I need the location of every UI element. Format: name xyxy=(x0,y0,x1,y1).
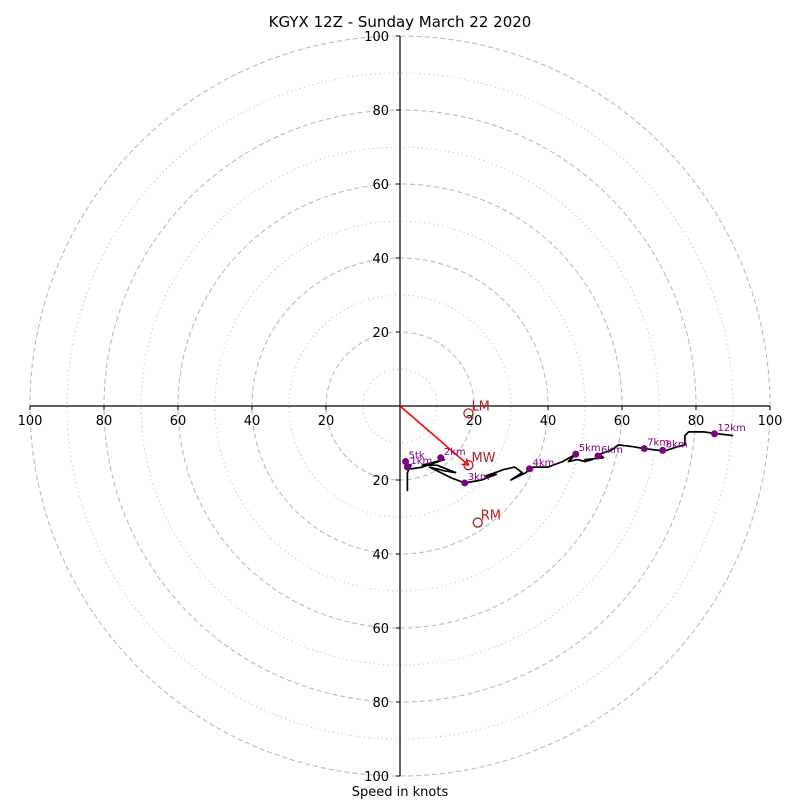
x-axis-label: Speed in knots xyxy=(352,785,449,800)
height-marker-label: 12km xyxy=(718,423,746,434)
x-tick-label: 40 xyxy=(540,414,557,429)
chart-title: KGYX 12Z - Sunday March 22 2020 xyxy=(269,13,532,31)
x-tick-label: 60 xyxy=(170,414,187,429)
height-marker-label: 4km xyxy=(533,458,555,469)
height-marker-label: 3km xyxy=(468,472,490,483)
height-marker-dot xyxy=(402,458,410,465)
height-marker-dot xyxy=(461,479,469,487)
storm-motion-marker xyxy=(463,408,474,419)
x-tick-labels: 100 80 60 40 20 20 40 60 80 100 xyxy=(18,406,783,429)
height-marker-dot xyxy=(659,446,667,454)
height-marker-dot xyxy=(594,452,602,460)
y-tick-label: 100 xyxy=(364,770,389,785)
height-marker-dot xyxy=(572,450,580,458)
height-marker-label: 5tk xyxy=(409,451,425,462)
x-tick-label: 60 xyxy=(614,414,631,429)
y-tick-label: 60 xyxy=(372,622,389,637)
height-marker-label: 7km xyxy=(647,438,669,449)
storm-motion-label: RM xyxy=(481,509,501,524)
storm-motion-marker xyxy=(463,460,474,471)
y-tick-label: 80 xyxy=(372,104,389,119)
x-tick-label: 80 xyxy=(688,414,705,429)
height-marker-label: 1km xyxy=(410,456,432,467)
height-marker-dot xyxy=(526,465,533,473)
height-marker-dot xyxy=(437,454,445,462)
y-tick-label: 40 xyxy=(372,252,389,267)
height-marker-dot xyxy=(403,463,411,471)
height-marker-dot xyxy=(640,445,648,453)
x-tick-label: 20 xyxy=(318,414,335,429)
x-tick-label: 100 xyxy=(758,414,783,429)
x-tick-label: 100 xyxy=(18,414,43,429)
storm-motion-label: LM xyxy=(471,399,489,414)
height-marker-dot xyxy=(711,430,718,438)
y-tick-label: 40 xyxy=(372,548,389,563)
y-tick-label: 20 xyxy=(372,326,389,341)
height-marker-label: 5km xyxy=(579,443,601,454)
mean-wind-line xyxy=(399,405,469,466)
y-tick-label: 60 xyxy=(372,178,389,193)
x-tick-label: 20 xyxy=(466,414,483,429)
storm-motion-markers: LM MW RM xyxy=(463,399,501,528)
height-marker-label: 6km xyxy=(601,445,623,456)
storm-motion-marker xyxy=(472,517,483,528)
x-tick-label: 80 xyxy=(96,414,113,429)
storm-motion-label: MW xyxy=(471,451,495,466)
x-tick-label: 40 xyxy=(244,414,261,429)
y-tick-label: 80 xyxy=(372,696,389,711)
height-marker-label: 2km xyxy=(444,447,466,458)
y-tick-labels: 100 80 60 40 20 20 40 60 80 100 xyxy=(364,30,400,785)
y-tick-label: 100 xyxy=(364,30,389,45)
height-marker-label: 8km xyxy=(666,439,688,450)
y-tick-label: 20 xyxy=(372,474,389,489)
